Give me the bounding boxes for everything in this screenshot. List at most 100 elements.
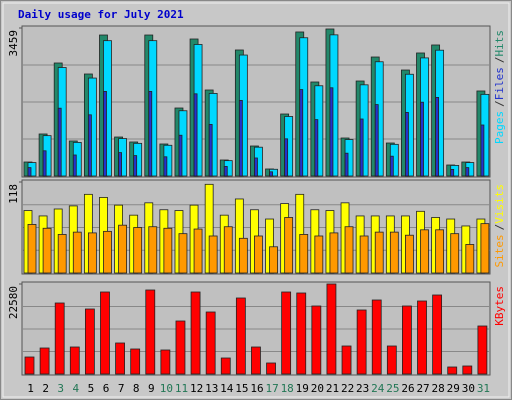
x-tick-label: 8	[133, 382, 140, 395]
bar	[465, 167, 470, 177]
x-tick-label: 22	[341, 382, 354, 395]
bar	[266, 362, 276, 375]
bar	[389, 231, 399, 274]
y-tick-label: 22580	[7, 286, 20, 319]
legend-entry: Visits	[493, 184, 506, 224]
bar	[190, 291, 201, 375]
bar	[27, 224, 37, 274]
bar	[329, 232, 339, 274]
x-tick-label: 24	[371, 382, 385, 395]
bar	[57, 234, 67, 274]
bar	[148, 226, 158, 274]
bar	[103, 230, 112, 274]
bar	[326, 283, 337, 375]
bar	[405, 112, 409, 177]
x-tick-label: 26	[401, 382, 414, 395]
bar	[235, 297, 246, 375]
bar	[480, 223, 490, 274]
legend-entry: KBytes	[493, 286, 506, 326]
x-tick-label: 2	[42, 382, 49, 395]
bar	[344, 152, 349, 177]
legend-entry: Sites	[493, 234, 506, 267]
x-tick-label: 13	[205, 382, 218, 395]
bar	[72, 154, 77, 177]
bar	[314, 235, 324, 274]
bar	[254, 235, 263, 274]
bar	[27, 167, 32, 177]
bar	[299, 234, 309, 274]
bar	[145, 289, 156, 375]
bar	[163, 227, 173, 274]
bar	[103, 91, 107, 177]
x-tick-label: 19	[296, 382, 309, 395]
legend-entry: Hits	[493, 30, 506, 57]
bar	[447, 366, 458, 375]
legend-separator: /	[493, 100, 506, 107]
bar	[223, 166, 228, 177]
bar	[311, 305, 322, 375]
x-tick-label: 15	[235, 382, 248, 395]
bar	[281, 291, 292, 375]
bar	[238, 237, 248, 274]
x-tick-label: 7	[118, 382, 125, 395]
legend-entry: Files	[493, 67, 506, 100]
bar	[115, 342, 125, 375]
bar	[130, 348, 141, 375]
bar	[42, 150, 47, 177]
bar	[435, 229, 445, 274]
legend: Pages/Files/Hits	[493, 30, 506, 144]
bar	[450, 233, 460, 274]
bar	[420, 229, 429, 274]
bar	[208, 123, 213, 177]
bar	[386, 345, 397, 375]
x-tick-label: 20	[311, 382, 324, 395]
bar	[435, 97, 440, 177]
x-tick-label: 5	[88, 382, 95, 395]
x-tick-label: 31	[477, 382, 490, 395]
bar	[54, 302, 65, 375]
x-tick-label: 16	[250, 382, 263, 395]
bar	[118, 224, 127, 274]
bar	[178, 233, 188, 274]
bar	[417, 300, 427, 375]
bar	[299, 89, 304, 177]
bar	[480, 124, 485, 177]
bar	[477, 325, 488, 375]
y-tick-label: 118	[7, 184, 20, 204]
legend-separator: /	[493, 57, 506, 64]
x-tick-label: 4	[73, 382, 80, 395]
x-tick-label: 23	[356, 382, 369, 395]
bar	[39, 347, 50, 375]
bar	[87, 114, 92, 177]
x-tick-label: 9	[148, 382, 155, 395]
bar	[389, 155, 394, 177]
bar	[405, 234, 414, 274]
bar	[284, 217, 294, 274]
legend-entry: Pages	[493, 111, 506, 144]
bar	[359, 235, 369, 274]
bar	[284, 138, 289, 177]
bar	[193, 228, 203, 274]
legend-separator: /	[493, 224, 506, 231]
bar	[69, 346, 80, 375]
x-tick-label: 28	[432, 382, 445, 395]
bar	[163, 156, 168, 177]
bar	[133, 227, 143, 274]
x-tick-label: 21	[326, 382, 339, 395]
x-tick-label: 17	[265, 382, 278, 395]
bar	[175, 320, 186, 375]
bar	[420, 101, 424, 177]
bar	[118, 152, 122, 177]
bar	[72, 231, 82, 274]
bar	[269, 171, 273, 177]
legend: Sites /Visits	[493, 184, 506, 268]
bar	[432, 294, 443, 375]
x-tick-label: 3	[57, 382, 64, 395]
bar	[359, 118, 364, 177]
x-tick-label: 11	[175, 382, 188, 395]
x-tick-label: 30	[462, 382, 475, 395]
bar	[193, 93, 198, 177]
bar	[374, 231, 384, 274]
bar	[450, 169, 455, 177]
